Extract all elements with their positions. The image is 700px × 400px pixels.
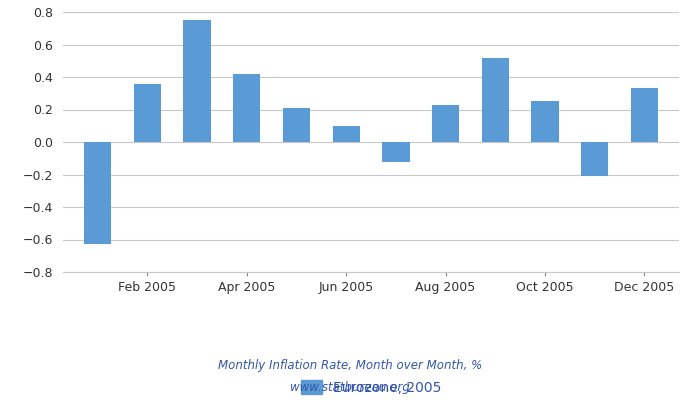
Bar [631, 88, 658, 142]
Bar [482, 58, 509, 142]
Legend: Eurozone, 2005: Eurozone, 2005 [295, 374, 447, 400]
Bar [134, 84, 161, 142]
Bar [183, 20, 211, 142]
Bar [233, 74, 260, 142]
Text: Monthly Inflation Rate, Month over Month, %: Monthly Inflation Rate, Month over Month… [218, 360, 482, 372]
Bar [283, 108, 310, 142]
Bar [382, 142, 410, 162]
Bar [84, 142, 111, 244]
Bar [531, 101, 559, 142]
Bar [432, 105, 459, 142]
Bar [332, 126, 360, 142]
Text: www.statbureau.org: www.statbureau.org [290, 382, 410, 394]
Bar [581, 142, 608, 176]
